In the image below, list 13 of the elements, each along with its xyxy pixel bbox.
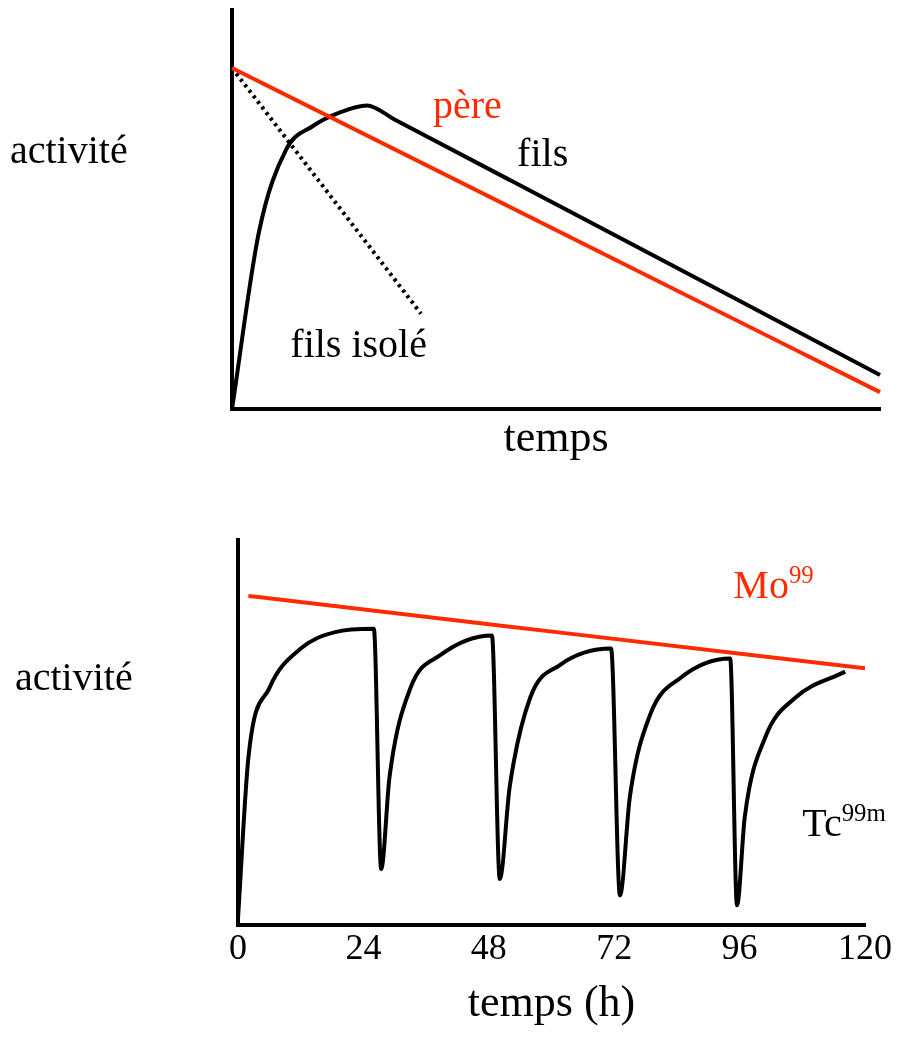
- series-label: fils isolé: [290, 321, 427, 367]
- x-tick-label: 96: [721, 927, 758, 968]
- x-tick-label: 48: [470, 927, 507, 968]
- x-axis-title: temps (h): [467, 977, 636, 1027]
- x-axis-title: temps: [503, 412, 609, 462]
- x-tick-label: 72: [596, 927, 633, 968]
- x-tick-label: 0: [229, 927, 247, 968]
- series-label: père: [432, 81, 502, 127]
- y-axis-title: activité: [10, 127, 128, 172]
- y-axis-title: activité: [15, 654, 133, 699]
- x-tick-label: 120: [838, 927, 892, 968]
- series-label: fils: [517, 129, 569, 175]
- x-tick-label: 24: [345, 927, 382, 968]
